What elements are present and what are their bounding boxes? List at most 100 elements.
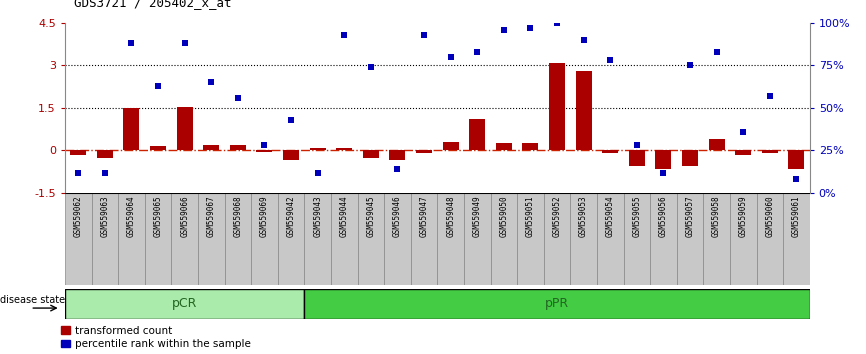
Legend: transformed count, percentile rank within the sample: transformed count, percentile rank withi… xyxy=(61,326,251,349)
Point xyxy=(71,170,85,175)
Text: GSM559059: GSM559059 xyxy=(739,196,747,237)
Point xyxy=(98,170,112,175)
Point xyxy=(604,58,617,63)
Bar xyxy=(437,193,464,285)
Point xyxy=(204,80,218,85)
Point xyxy=(125,41,139,46)
Text: GSM559045: GSM559045 xyxy=(366,196,375,237)
Point xyxy=(790,177,804,182)
Bar xyxy=(496,143,512,150)
Text: GSM559047: GSM559047 xyxy=(419,196,429,237)
Bar xyxy=(304,289,810,319)
Text: GSM559062: GSM559062 xyxy=(74,196,83,237)
Bar xyxy=(304,193,331,285)
Bar xyxy=(464,193,490,285)
Bar xyxy=(118,193,145,285)
Bar xyxy=(204,145,219,150)
Point xyxy=(550,20,564,26)
Text: GSM559054: GSM559054 xyxy=(605,196,615,237)
Bar xyxy=(124,108,139,150)
Point xyxy=(577,37,591,43)
Bar xyxy=(358,193,385,285)
Bar xyxy=(735,150,751,155)
Text: GSM559055: GSM559055 xyxy=(632,196,642,237)
Point xyxy=(443,54,457,60)
Bar xyxy=(385,193,410,285)
Bar xyxy=(571,193,597,285)
Point xyxy=(630,143,643,148)
Point xyxy=(709,49,723,55)
Bar xyxy=(490,193,517,285)
Point xyxy=(736,129,750,135)
Text: GSM559067: GSM559067 xyxy=(207,196,216,237)
Bar xyxy=(283,150,299,160)
Bar xyxy=(730,193,757,285)
Point xyxy=(178,41,191,46)
Bar xyxy=(145,193,171,285)
Point xyxy=(683,63,697,68)
Bar xyxy=(544,193,571,285)
Bar xyxy=(549,63,565,150)
Bar xyxy=(676,193,703,285)
Point xyxy=(763,93,777,99)
Bar xyxy=(762,150,778,153)
Point xyxy=(656,170,670,175)
Bar xyxy=(783,193,810,285)
Text: GSM559058: GSM559058 xyxy=(712,196,721,237)
Text: GSM559069: GSM559069 xyxy=(260,196,269,237)
Text: GSM559063: GSM559063 xyxy=(100,196,109,237)
Bar xyxy=(150,146,166,150)
Text: GSM559048: GSM559048 xyxy=(446,196,456,237)
Point xyxy=(151,83,165,89)
Bar xyxy=(65,193,92,285)
Bar xyxy=(92,193,118,285)
Bar xyxy=(256,150,273,152)
Bar xyxy=(522,143,539,150)
Text: GSM559057: GSM559057 xyxy=(686,196,695,237)
Text: GSM559068: GSM559068 xyxy=(233,196,242,237)
Text: GSM559061: GSM559061 xyxy=(792,196,801,237)
Bar xyxy=(363,150,378,158)
Text: pPR: pPR xyxy=(545,297,569,310)
Text: GSM559065: GSM559065 xyxy=(153,196,163,237)
Bar xyxy=(682,150,698,166)
Text: pCR: pCR xyxy=(172,297,197,310)
Bar xyxy=(656,150,671,169)
Bar xyxy=(278,193,304,285)
Text: GSM559056: GSM559056 xyxy=(659,196,668,237)
Point xyxy=(337,32,351,38)
Bar xyxy=(576,71,591,150)
Bar xyxy=(336,148,352,150)
Bar xyxy=(469,119,485,150)
Bar xyxy=(229,145,246,150)
Bar xyxy=(177,107,192,150)
Text: GSM559043: GSM559043 xyxy=(313,196,322,237)
Bar xyxy=(310,148,326,150)
Bar xyxy=(97,150,113,158)
Point xyxy=(391,166,404,172)
Bar xyxy=(224,193,251,285)
Point xyxy=(231,95,245,101)
Text: GSM559051: GSM559051 xyxy=(526,196,535,237)
Text: GSM559049: GSM559049 xyxy=(473,196,481,237)
Bar xyxy=(757,193,783,285)
Bar xyxy=(410,193,437,285)
Text: GSM559044: GSM559044 xyxy=(339,196,349,237)
Bar xyxy=(331,193,358,285)
Bar xyxy=(624,193,650,285)
Bar xyxy=(788,150,805,169)
Point xyxy=(470,49,484,55)
Bar xyxy=(70,150,87,155)
Text: GSM559046: GSM559046 xyxy=(393,196,402,237)
Text: GSM559053: GSM559053 xyxy=(579,196,588,237)
Point xyxy=(311,170,325,175)
Bar xyxy=(416,150,432,153)
Text: GSM559052: GSM559052 xyxy=(553,196,561,237)
Text: disease state: disease state xyxy=(0,295,65,305)
Bar xyxy=(443,142,459,150)
Point xyxy=(523,25,537,31)
Bar xyxy=(703,193,730,285)
Bar xyxy=(171,193,198,285)
Bar xyxy=(198,193,224,285)
Text: GSM559060: GSM559060 xyxy=(766,196,774,237)
